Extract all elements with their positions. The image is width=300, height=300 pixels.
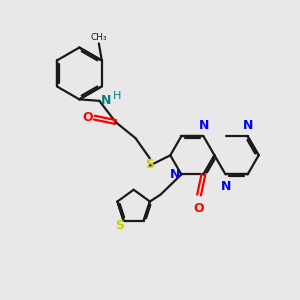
Text: N: N xyxy=(199,119,209,132)
Text: S: S xyxy=(145,158,154,171)
Text: O: O xyxy=(194,202,204,214)
Text: N: N xyxy=(243,119,254,132)
Text: N: N xyxy=(101,94,111,107)
Text: S: S xyxy=(116,219,124,232)
Text: N: N xyxy=(221,180,231,193)
Text: O: O xyxy=(82,111,93,124)
Text: CH₃: CH₃ xyxy=(91,33,107,42)
Text: N: N xyxy=(170,168,181,181)
Text: H: H xyxy=(113,91,122,100)
